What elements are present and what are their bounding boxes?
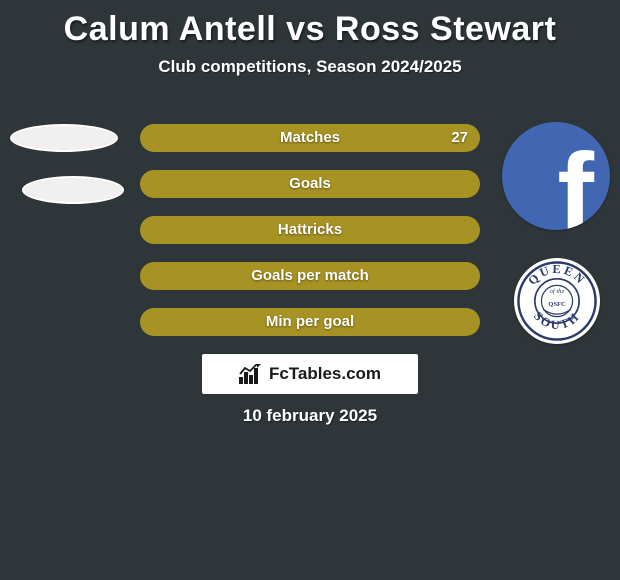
stat-label: Min per goal: [266, 313, 354, 330]
player1-crest: [22, 176, 124, 204]
stat-bar: Goals: [140, 170, 480, 198]
page-title: Calum Antell vs Ross Stewart: [0, 0, 620, 49]
stat-bar: Goals per match: [140, 262, 480, 290]
facebook-letter: f: [557, 138, 594, 230]
stat-label: Matches: [280, 129, 340, 146]
page-subtitle: Club competitions, Season 2024/2025: [0, 57, 620, 77]
crest-of-text: of the: [550, 288, 565, 295]
stat-label: Goals per match: [251, 267, 369, 284]
stat-bars: Matches 27 Goals Hattricks Goals per match Mi…: [140, 124, 480, 354]
facebook-icon[interactable]: f: [502, 122, 610, 230]
stat-bar: Matches 27: [140, 124, 480, 152]
stat-bar: Hattricks: [140, 216, 480, 244]
player2-crest: QUEEN SOUTH of the QSFC: [514, 258, 600, 344]
stat-value-right: 27: [451, 124, 468, 152]
page-date: 10 february 2025: [0, 406, 620, 426]
stat-label: Hattricks: [278, 221, 342, 238]
branding-text: FcTables.com: [269, 364, 381, 384]
player1-avatar: [10, 124, 118, 152]
stat-label: Goals: [289, 175, 331, 192]
stat-bar: Min per goal: [140, 308, 480, 336]
branding-bar[interactable]: FcTables.com: [202, 354, 418, 394]
svg-text:QSFC: QSFC: [548, 301, 566, 308]
branding-icon: [239, 364, 263, 384]
